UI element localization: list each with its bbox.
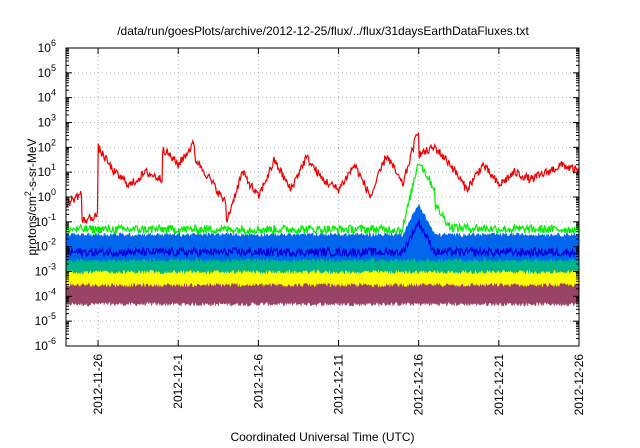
y-tick-base: 10	[35, 215, 49, 229]
y-tick-exp: -1	[48, 212, 56, 222]
chart-title: /data/run/goesPlots/archive/2012-12-25/f…	[117, 24, 529, 38]
x-tick-label: 2012-12-21	[492, 354, 506, 416]
y-tick-label: 103	[38, 113, 56, 130]
x-tick-label: 2012-12-11	[332, 354, 346, 415]
y-tick-label: 10-3	[35, 262, 56, 279]
y-tick-exp: 4	[51, 88, 56, 98]
y-tick-exp: -3	[48, 262, 56, 272]
series-layer	[66, 132, 579, 308]
series-line-5	[66, 163, 579, 236]
y-tick-exp: -4	[48, 286, 56, 296]
y-tick-label: 10-1	[35, 212, 56, 229]
y-tick-exp: 0	[51, 187, 56, 197]
y-tick-label: 106	[38, 38, 56, 55]
y-tick-label: 10-6	[35, 336, 56, 353]
x-tick-label: 2012-12-16	[412, 354, 426, 416]
y-tick-label: 104	[38, 88, 56, 105]
y-tick-base: 10	[35, 339, 49, 353]
y-tick-base: 10	[35, 289, 49, 303]
y-tick-exp: 5	[51, 63, 56, 73]
y-tick-exp: -5	[48, 311, 56, 321]
series-line-6	[66, 132, 579, 224]
y-tick-label: 101	[38, 162, 56, 179]
x-tick-label: 2012-12-1	[171, 354, 185, 409]
y-tick-base: 10	[38, 91, 52, 105]
y-tick-base: 10	[35, 240, 49, 254]
series-line-4	[66, 219, 579, 259]
y-axis: 10-610-510-410-310-210-11001011021031041…	[35, 38, 579, 353]
x-tick-label: 2012-11-26	[91, 354, 105, 415]
y-tick-base: 10	[38, 140, 52, 154]
y-tick-label: 100	[38, 187, 56, 204]
y-tick-label: 102	[38, 137, 56, 154]
y-tick-base: 10	[38, 66, 52, 80]
y-tick-exp: -6	[48, 336, 56, 346]
y-tick-exp: 2	[51, 137, 56, 147]
y-tick-base: 10	[35, 265, 49, 279]
y-axis-title-pre: protons/cm	[25, 196, 39, 255]
y-tick-label: 10-5	[35, 311, 56, 328]
y-axis-title: protons/cm2-s-sr-MeV	[23, 138, 39, 255]
y-axis-title-sup: 2	[23, 191, 33, 196]
x-tick-label: 2012-12-6	[251, 354, 265, 409]
x-tick-label: 2012-12-26	[572, 354, 586, 416]
y-tick-base: 10	[38, 165, 52, 179]
x-axis-title: Coordinated Universal Time (UTC)	[230, 430, 414, 444]
series-clip-group	[66, 132, 579, 308]
y-axis-title-post: -s-sr-MeV	[25, 138, 39, 191]
y-tick-base: 10	[38, 41, 52, 55]
y-tick-exp: -2	[48, 237, 56, 247]
y-tick-label: 10-2	[35, 237, 56, 254]
y-tick-label: 105	[38, 63, 56, 80]
y-tick-base: 10	[38, 116, 52, 130]
y-tick-base: 10	[35, 314, 49, 328]
y-tick-exp: 1	[51, 162, 56, 172]
y-tick-base: 10	[38, 190, 52, 204]
y-tick-label: 10-4	[35, 286, 56, 303]
x-axis: 2012-11-26 2012-12-1 2012-12-6 2012-12-11 20…	[91, 48, 586, 415]
y-tick-exp: 6	[51, 38, 56, 48]
y-tick-exp: 3	[51, 113, 56, 123]
